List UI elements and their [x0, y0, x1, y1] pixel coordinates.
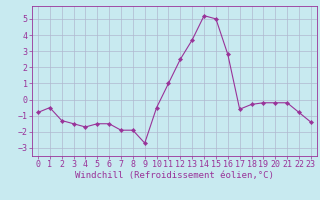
X-axis label: Windchill (Refroidissement éolien,°C): Windchill (Refroidissement éolien,°C) [75, 171, 274, 180]
